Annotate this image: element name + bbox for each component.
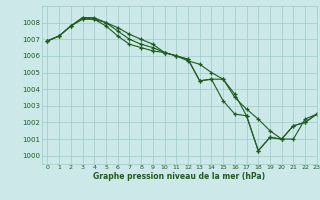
X-axis label: Graphe pression niveau de la mer (hPa): Graphe pression niveau de la mer (hPa) [93, 172, 265, 181]
